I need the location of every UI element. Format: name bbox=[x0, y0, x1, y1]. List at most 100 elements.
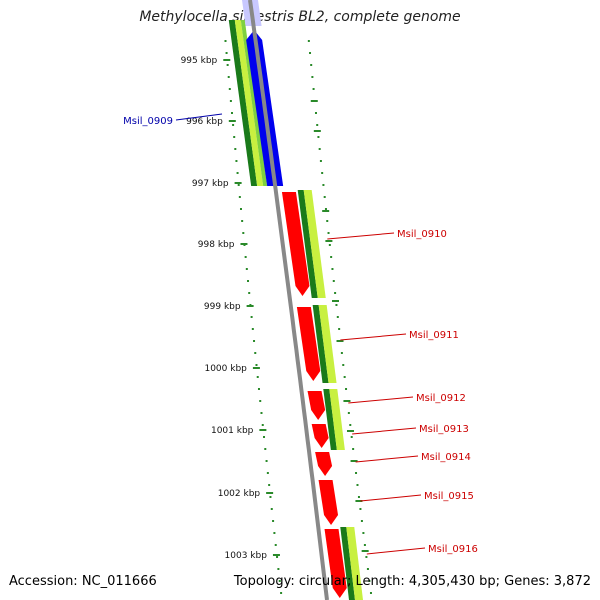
tick-mark bbox=[259, 429, 267, 431]
tick-mark bbox=[266, 492, 274, 494]
inner-dot bbox=[266, 472, 269, 474]
inner-dot bbox=[250, 316, 253, 318]
inner-dot bbox=[228, 88, 231, 90]
tick-label: 996 kbp bbox=[186, 117, 223, 127]
outer-dot bbox=[318, 148, 321, 150]
outer-dot bbox=[310, 64, 313, 66]
map-title: Methylocella silvestris BL2, complete ge… bbox=[139, 9, 461, 25]
outer-dash bbox=[350, 460, 358, 462]
gene-label: Msil_0914 bbox=[421, 452, 471, 463]
tick-label: 1003 kbp bbox=[225, 551, 268, 561]
outer-dot bbox=[332, 280, 335, 282]
outer-dot bbox=[350, 436, 353, 438]
gene-Msil_0912 bbox=[307, 391, 326, 420]
gene-label: Msil_0910 bbox=[397, 229, 447, 240]
inner-dot bbox=[227, 76, 230, 78]
outer-dash bbox=[313, 130, 321, 132]
tick-mark bbox=[234, 182, 242, 184]
inner-dot bbox=[255, 364, 258, 366]
inner-dot bbox=[278, 580, 281, 582]
inner-dot bbox=[244, 256, 247, 258]
gc-band-light bbox=[329, 389, 345, 450]
inner-dot bbox=[239, 208, 242, 210]
position-ticks: 995 kbp 996 kbp 997 kbp 998 kbp 999 kbp 1000 … bbox=[181, 56, 280, 561]
outer-dot bbox=[369, 592, 372, 594]
tick-label: 997 kbp bbox=[192, 179, 229, 189]
gene-leader-line bbox=[360, 494, 422, 502]
outer-dot bbox=[366, 568, 369, 570]
outer-dot bbox=[342, 364, 345, 366]
gc-band-dark bbox=[323, 389, 337, 450]
outer-dot bbox=[312, 88, 315, 90]
tick-label: 1001 kbp bbox=[211, 426, 254, 436]
inner-dot bbox=[274, 544, 277, 546]
inner-dot bbox=[260, 412, 263, 414]
inner-dot bbox=[237, 184, 240, 186]
outer-dot bbox=[334, 292, 337, 294]
outer-dot bbox=[331, 268, 334, 270]
gene-leader-line bbox=[355, 455, 419, 463]
inner-dot bbox=[234, 148, 237, 150]
inner-dot bbox=[224, 40, 227, 42]
dot-tracks bbox=[224, 40, 372, 594]
outer-dot bbox=[330, 256, 333, 258]
tick-label: 998 kbp bbox=[198, 240, 235, 250]
outer-dash bbox=[322, 210, 330, 212]
inner-dot bbox=[263, 436, 266, 438]
gene-Msil_0911 bbox=[296, 307, 321, 381]
inner-dot bbox=[277, 568, 280, 570]
outer-dot bbox=[363, 544, 366, 546]
inner-dot bbox=[268, 484, 271, 486]
outer-dot bbox=[352, 448, 355, 450]
outer-dot bbox=[356, 484, 359, 486]
gc-band-mid bbox=[240, 20, 268, 186]
outer-dot bbox=[368, 580, 371, 582]
tick-label: 999 kbp bbox=[204, 302, 241, 312]
outer-dash bbox=[343, 400, 351, 402]
gene-leader-line bbox=[348, 396, 414, 404]
gc-band-dark bbox=[297, 190, 318, 298]
gene-leader-line bbox=[366, 547, 426, 555]
outer-dot bbox=[347, 412, 350, 414]
inner-dot bbox=[265, 460, 268, 462]
inner-dot bbox=[225, 52, 228, 54]
gene-Msil_0913 bbox=[311, 424, 329, 448]
outer-dot bbox=[360, 520, 363, 522]
inner-dot bbox=[242, 232, 245, 234]
gc-content-track bbox=[228, 20, 363, 600]
gene-label: Msil_0912 bbox=[416, 393, 466, 404]
outer-dot bbox=[309, 52, 312, 54]
inner-dot bbox=[280, 592, 283, 594]
inner-dot bbox=[247, 280, 250, 282]
outer-dot bbox=[362, 532, 365, 534]
gene-leader-line bbox=[352, 427, 417, 435]
outer-dot bbox=[323, 196, 326, 198]
outer-dot bbox=[357, 496, 360, 498]
inner-dot bbox=[233, 136, 236, 138]
genome-summary-label: Topology: circular; Length: 4,305,430 bp… bbox=[233, 574, 591, 589]
inner-dot bbox=[236, 172, 239, 174]
gene-track bbox=[242, 0, 347, 598]
inner-dot bbox=[241, 220, 244, 222]
tick-label: 1002 kbp bbox=[218, 489, 261, 499]
gene-Msil_0914 bbox=[315, 452, 333, 476]
tick-mark bbox=[240, 243, 248, 245]
inner-dot bbox=[235, 160, 238, 162]
inner-dot bbox=[238, 196, 241, 198]
outer-dash bbox=[336, 340, 344, 342]
outer-dash bbox=[361, 550, 369, 552]
tick-mark bbox=[228, 120, 236, 122]
gc-band-light bbox=[234, 20, 264, 186]
outer-dot bbox=[349, 424, 352, 426]
inner-dot bbox=[270, 508, 273, 510]
outer-dot bbox=[319, 160, 322, 162]
outer-dot bbox=[317, 136, 320, 138]
inner-dot bbox=[229, 100, 232, 102]
inner-dot bbox=[253, 340, 256, 342]
inner-dot bbox=[245, 268, 248, 270]
gene-label: Msil_0915 bbox=[424, 491, 474, 502]
outer-dash bbox=[332, 300, 339, 302]
inner-dot bbox=[273, 532, 276, 534]
